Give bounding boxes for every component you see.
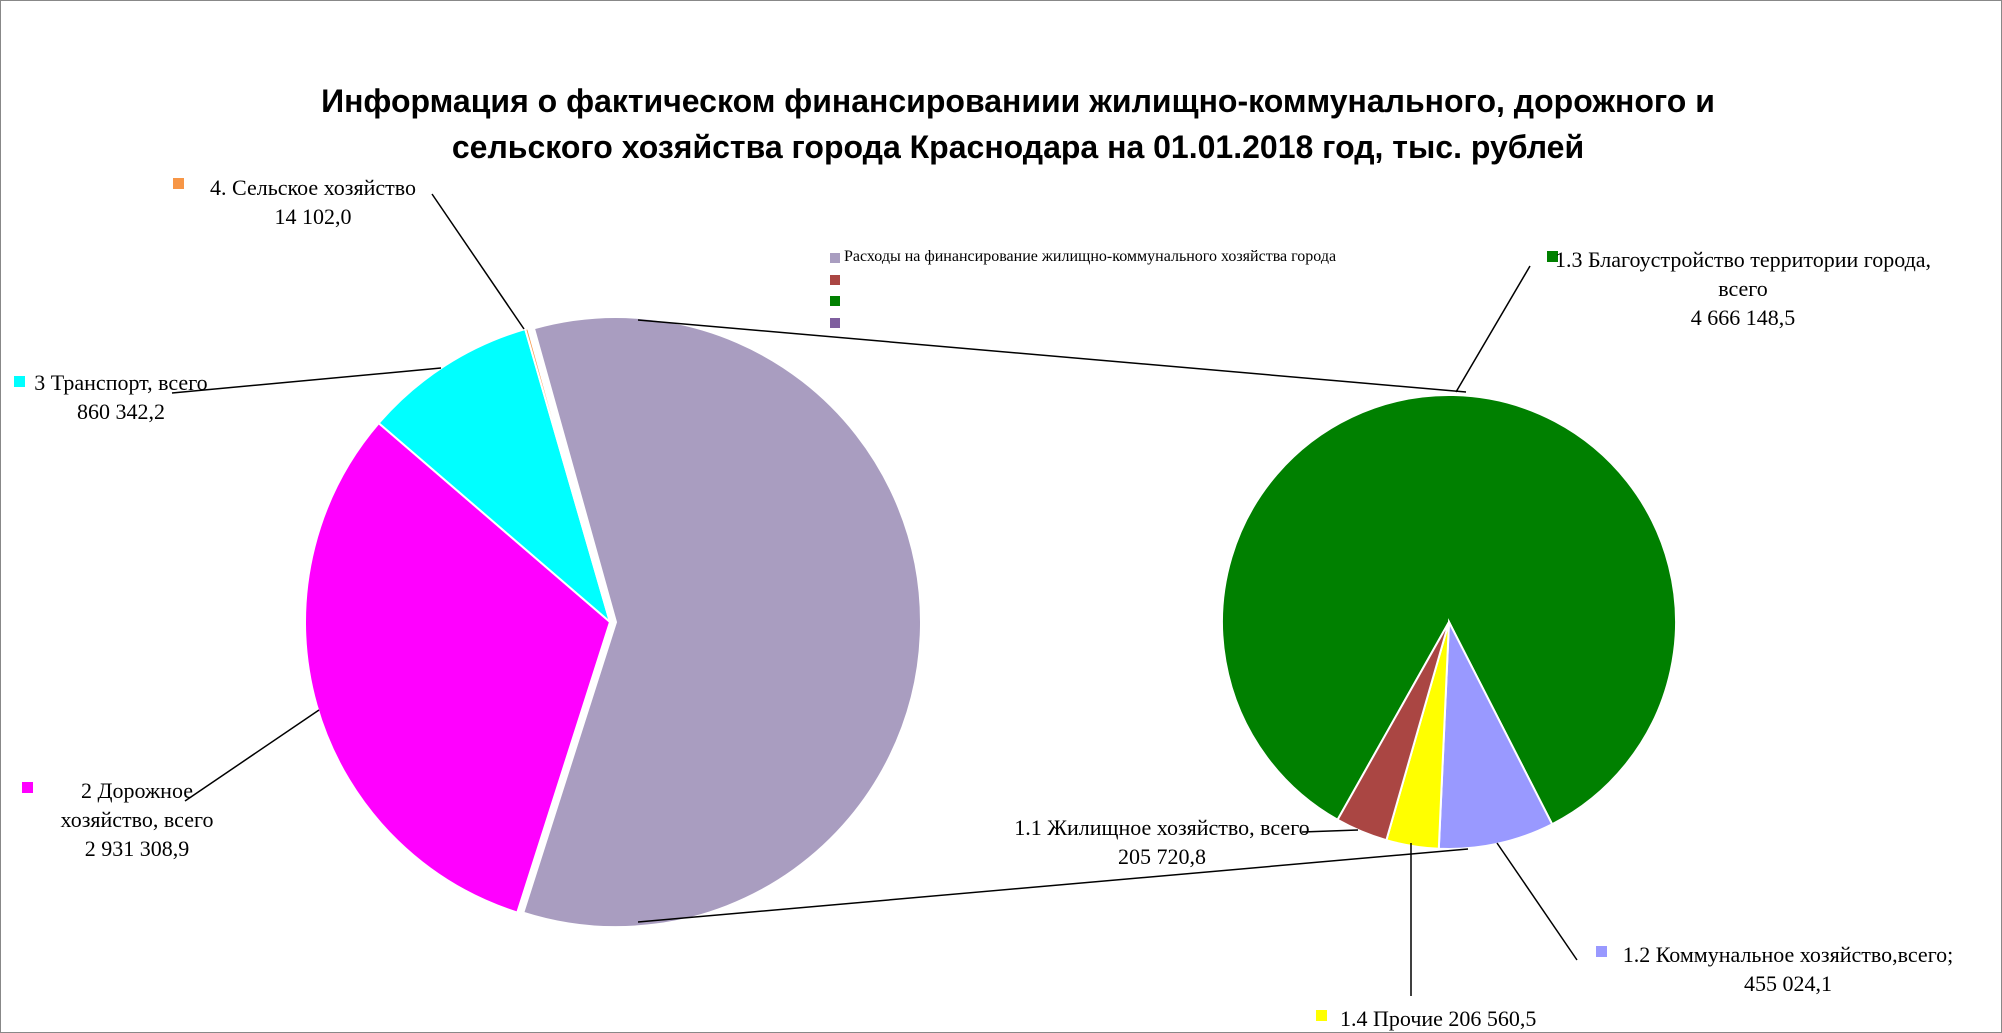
- data-label: 4. Сельское хозяйство 14 102,0: [163, 173, 463, 231]
- value-label: 860 342,2: [77, 399, 165, 424]
- label-key: [1316, 1010, 1327, 1021]
- label-name: 1.3 Благоустройство территории города, в…: [1554, 247, 1932, 301]
- value-label: 455 024,1: [1744, 971, 1832, 996]
- label-name: 3 Транспорт, всего: [34, 370, 208, 395]
- label-key: [1596, 946, 1607, 957]
- value-label: 14 102,0: [274, 204, 352, 229]
- value-label: 4 666 148,5: [1690, 305, 1796, 330]
- data-label: 1.3 Благоустройство территории города, в…: [1548, 245, 1938, 332]
- value-label: 206 560,5: [1448, 1006, 1537, 1031]
- leader-line: [184, 709, 320, 802]
- pie-slice: [1336, 621, 1450, 842]
- data-label: 3 Транспорт, всего 860 342,2: [26, 368, 216, 426]
- value-label: 2 931 308,9: [84, 836, 190, 861]
- label-key: [14, 376, 25, 387]
- label-key: [1547, 251, 1558, 262]
- legend-key: [830, 253, 840, 263]
- value-label: 205 720,8: [1118, 844, 1206, 869]
- chart-title: Информация о фактическом финансированиии…: [321, 83, 1715, 165]
- label-name: 1.4 Прочие: [1340, 1006, 1443, 1031]
- data-label: 1.4 Прочие 206 560,5: [1340, 1004, 1536, 1033]
- leader-line: [1301, 829, 1359, 833]
- legend-key: [830, 275, 840, 285]
- legend-key: [830, 296, 840, 306]
- leader-line: [171, 367, 442, 394]
- label-key: [22, 782, 33, 793]
- data-label: 1.1 Жилищное хозяйство, всего 205 720,8: [1012, 813, 1312, 871]
- pie-slice: [304, 421, 612, 914]
- pie-slice: [523, 327, 611, 623]
- leader-line: [1455, 265, 1531, 393]
- legend-label: Расходы на финансирование жилищно-коммун…: [844, 248, 1337, 265]
- legend-key: [830, 318, 840, 328]
- leader-line: [431, 193, 525, 330]
- connectors: [171, 193, 1578, 996]
- leader-line: [1496, 842, 1578, 961]
- label-name: 2 Дорожное хозяйство, всего: [60, 778, 214, 832]
- connector-line: [637, 319, 1467, 393]
- label-key: [173, 178, 184, 189]
- connector-line: [637, 848, 1469, 923]
- pie-slice: [377, 327, 612, 625]
- data-label: 1.2 Коммунальное хозяйство,всего; 455 02…: [1558, 940, 2002, 998]
- label-name: 4. Сельское хозяйство: [210, 175, 416, 200]
- label-name: 1.1 Жилищное хозяйство, всего: [1014, 815, 1310, 840]
- label-name: 1.2 Коммунальное хозяйство,всего;: [1622, 942, 1954, 967]
- pie-slice: [1221, 394, 1677, 826]
- data-label: 2 Дорожное хозяйство, всего 2 931 308,9: [37, 776, 237, 863]
